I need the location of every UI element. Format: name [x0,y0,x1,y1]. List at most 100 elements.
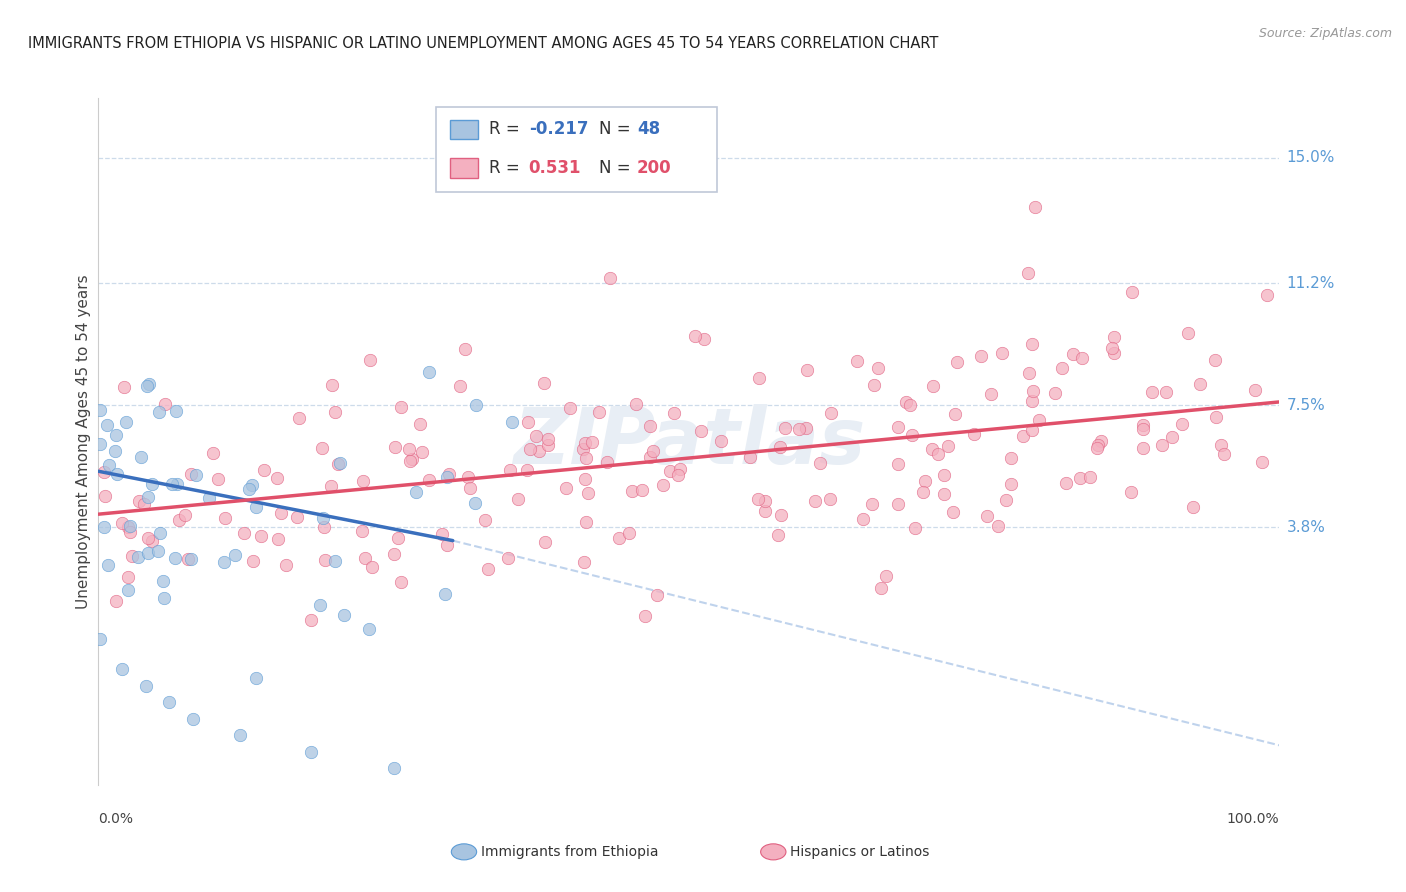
Point [576,486,599,500]
Point [607,531,630,545]
Text: ZIPatlas: ZIPatlas [513,403,865,480]
Point [1244,384,1267,398]
Text: 3.8%: 3.8% [1286,520,1326,535]
Point [201,446,224,460]
Point [207,472,229,486]
Point [359,353,381,368]
Point [669,462,692,476]
Point [943,407,966,421]
Point [165,403,187,417]
Point [104,444,127,458]
Point [411,445,433,459]
Point [990,346,1012,360]
Point [683,329,706,343]
Point [98,458,121,472]
Point [1132,417,1154,432]
Point [436,469,458,483]
Point [804,494,827,508]
Text: R =: R = [489,120,526,138]
Point [1071,351,1094,365]
Point [921,442,943,456]
Point [138,546,160,560]
Point [181,712,204,726]
Point [418,473,440,487]
Point [457,470,479,484]
Point [389,400,412,414]
Point [97,558,120,573]
Point [166,476,188,491]
Text: 0.0%: 0.0% [98,812,134,826]
Point [927,447,949,461]
Point [914,474,936,488]
Point [153,397,176,411]
Point [1021,423,1043,437]
Point [921,379,943,393]
Point [391,574,413,589]
Point [796,363,818,377]
Point [1102,329,1125,343]
Point [658,463,681,477]
Point [238,482,260,496]
Point [643,444,665,458]
Point [666,468,689,483]
Point [932,487,955,501]
Point [314,520,336,534]
Point [325,405,347,419]
Point [1000,451,1022,466]
Point [560,401,582,416]
Point [1011,429,1033,443]
Point [132,497,155,511]
Point [418,365,440,379]
Point [962,427,984,442]
Point [575,515,598,529]
Text: -0.217: -0.217 [529,120,588,138]
Point [352,524,374,538]
Point [1188,376,1211,391]
Point [138,490,160,504]
Point [1119,485,1142,500]
Point [754,504,776,518]
Point [321,377,343,392]
Point [1177,326,1199,341]
Point [267,532,290,546]
Point [1024,200,1046,214]
Point [768,528,790,542]
Point [516,463,538,477]
Point [105,427,128,442]
Point [285,509,308,524]
Text: N =: N = [599,159,636,177]
Text: R =: R = [489,159,526,177]
Point [105,594,128,608]
Point [288,411,311,425]
Point [136,378,159,392]
Point [333,607,356,622]
Point [647,588,669,602]
Point [96,417,118,432]
Point [769,440,792,454]
Point [214,510,236,524]
Point [501,415,523,429]
Point [572,555,595,569]
Point [517,415,540,429]
Point [136,531,159,545]
Point [117,570,139,584]
Point [384,440,406,454]
Point [640,418,662,433]
Point [117,583,139,598]
Point [146,544,169,558]
Point [128,494,150,508]
Point [1132,422,1154,436]
Point [382,547,405,561]
Point [111,516,134,531]
Point [242,554,264,568]
Point [266,471,288,485]
Point [314,552,336,566]
Text: 48: 48 [637,120,659,138]
Point [1256,288,1278,302]
Point [506,491,529,506]
Point [89,632,111,646]
Point [387,532,409,546]
Point [180,467,202,481]
Point [980,387,1002,401]
Point [1160,430,1182,444]
